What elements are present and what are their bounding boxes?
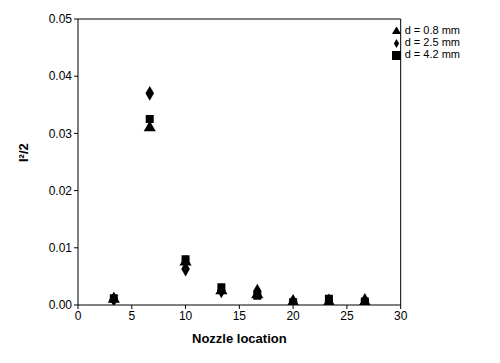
svg-text:0.04: 0.04 [49,69,73,83]
svg-text:0.03: 0.03 [49,127,73,141]
svg-text:0: 0 [75,309,82,323]
svg-text:5: 5 [128,309,135,323]
svg-text:0.00: 0.00 [49,298,73,312]
svg-text:Nozzle location: Nozzle location [192,331,287,346]
svg-text:25: 25 [340,309,354,323]
html-text:d = 4.2 mm: d = 4.2 mm [404,48,460,60]
svg-text:I²/2: I²/2 [16,143,31,162]
html-text:d = 0.8 mm: d = 0.8 mm [404,24,460,36]
svg-text:0.01: 0.01 [49,241,73,255]
svg-text:30: 30 [394,309,408,323]
svg-text:0.02: 0.02 [49,184,73,198]
svg-text:0.05: 0.05 [49,12,73,26]
svg-text:10: 10 [179,309,193,323]
html-text:d = 2.5 mm: d = 2.5 mm [404,36,460,48]
svg-text:15: 15 [233,309,247,323]
svg-text:20: 20 [286,309,300,323]
